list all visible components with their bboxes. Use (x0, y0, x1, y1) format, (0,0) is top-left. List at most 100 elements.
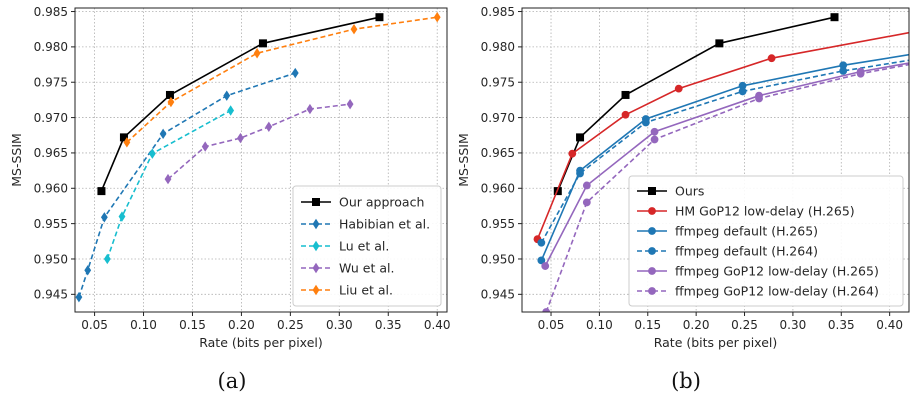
x-tick-label: 0.10 (130, 318, 157, 332)
series-line (540, 59, 909, 244)
y-tick-label: 0.975 (34, 76, 68, 90)
y-tick-label: 0.955 (34, 217, 68, 231)
legend-marker (648, 287, 656, 295)
data-point (582, 198, 591, 207)
data-point (576, 133, 585, 142)
x-tick-label: 0.25 (277, 318, 304, 332)
legend-marker (648, 187, 656, 195)
data-point (621, 110, 630, 119)
series-4 (537, 59, 909, 247)
data-point (582, 181, 591, 190)
legend-label: Habibian et al. (339, 217, 430, 232)
y-tick-label: 0.970 (34, 111, 68, 125)
data-point (839, 67, 848, 75)
series-line (100, 16, 380, 192)
chart-1: 0.05 0.10 0.15 0.20 0.25 0.30 0.35 0.40 0.945 0.9… (9, 5, 451, 393)
y-tick-label: 0.950 (34, 252, 68, 266)
x-axis-label: Rate (bits per pixel) (199, 335, 323, 350)
data-point (306, 103, 314, 115)
data-point (100, 212, 108, 223)
data-point (258, 39, 267, 48)
data-point (237, 132, 244, 144)
legend-box (292, 185, 442, 307)
data-point (650, 127, 659, 136)
x-tick-label: 0.30 (326, 318, 353, 332)
series-5 (123, 11, 441, 148)
data-point (537, 238, 546, 247)
y-tick-label: 0.985 (34, 5, 68, 19)
data-point (650, 135, 659, 144)
data-point (346, 98, 354, 110)
legend-label: ffmpeg GoP12 low-delay (H.265) (675, 264, 879, 279)
subfigure-caption: (b) (671, 369, 701, 393)
subfigure-caption: (a) (218, 369, 247, 393)
x-tick-label: 0.30 (780, 318, 807, 332)
data-point (118, 211, 126, 222)
series-1 (97, 13, 384, 196)
data-point (350, 24, 358, 35)
legend-marker (312, 240, 320, 252)
data-point (641, 118, 650, 127)
series-3 (103, 105, 235, 265)
data-point (148, 148, 156, 159)
plot-area (75, 11, 441, 303)
x-axis-label: Rate (bits per pixel) (654, 335, 778, 350)
x-tick-label: 0.40 (876, 318, 903, 332)
x-tick-label: 0.15 (634, 318, 661, 332)
series-line (167, 103, 351, 180)
data-point (97, 187, 106, 196)
y-tick-label: 0.985 (481, 5, 515, 19)
series-6 (542, 63, 909, 312)
x-tick-label: 0.20 (683, 318, 710, 332)
y-tick-label: 0.950 (481, 252, 515, 266)
data-point (542, 308, 551, 312)
legend-label: ffmpeg default (H.264) (675, 244, 818, 259)
data-point (738, 81, 747, 90)
data-point (568, 149, 577, 158)
data-point (291, 67, 299, 79)
x-tick-label: 0.35 (375, 318, 402, 332)
legend-marker (648, 207, 656, 215)
series-line (544, 62, 909, 267)
plot-area (533, 13, 909, 312)
data-point (265, 121, 273, 132)
y-tick-label: 0.960 (34, 182, 68, 196)
legend-marker (312, 284, 320, 296)
legend: Ours HM GoP12 low-delay (H.265) ffmpeg def… (628, 175, 904, 307)
data-point (674, 84, 683, 93)
data-point (201, 141, 209, 152)
data-point (103, 253, 111, 265)
data-point (227, 105, 235, 116)
y-tick-label: 0.955 (481, 217, 515, 231)
series-line (78, 72, 296, 298)
y-axis-label: MS-SSIM (9, 133, 24, 187)
data-point (119, 133, 128, 142)
data-point (223, 90, 231, 101)
series-line (126, 16, 438, 143)
legend-label: Liu et al. (339, 283, 393, 298)
legend-marker (648, 267, 656, 275)
y-tick-label: 0.945 (34, 288, 68, 302)
series-line (536, 31, 909, 240)
data-point (123, 137, 131, 148)
data-point (165, 90, 174, 99)
x-tick-label: 0.05 (538, 318, 565, 332)
data-point (738, 87, 747, 96)
y-tick-label: 0.965 (34, 146, 68, 160)
series-2 (75, 67, 299, 303)
data-point (856, 69, 865, 78)
data-point (541, 262, 550, 270)
series-line (545, 63, 909, 312)
x-tick-label: 0.20 (228, 318, 255, 332)
y-tick-label: 0.965 (481, 146, 515, 160)
data-point (830, 13, 839, 22)
legend-marker (312, 198, 320, 206)
y-tick-label: 0.980 (481, 40, 515, 54)
y-tick-label: 0.945 (481, 288, 515, 302)
legend-box (628, 175, 904, 307)
x-tick-label: 0.15 (179, 318, 206, 332)
legend-label: ffmpeg GoP12 low-delay (H.264) (675, 284, 879, 299)
data-point (767, 54, 776, 63)
data-point (715, 39, 724, 48)
